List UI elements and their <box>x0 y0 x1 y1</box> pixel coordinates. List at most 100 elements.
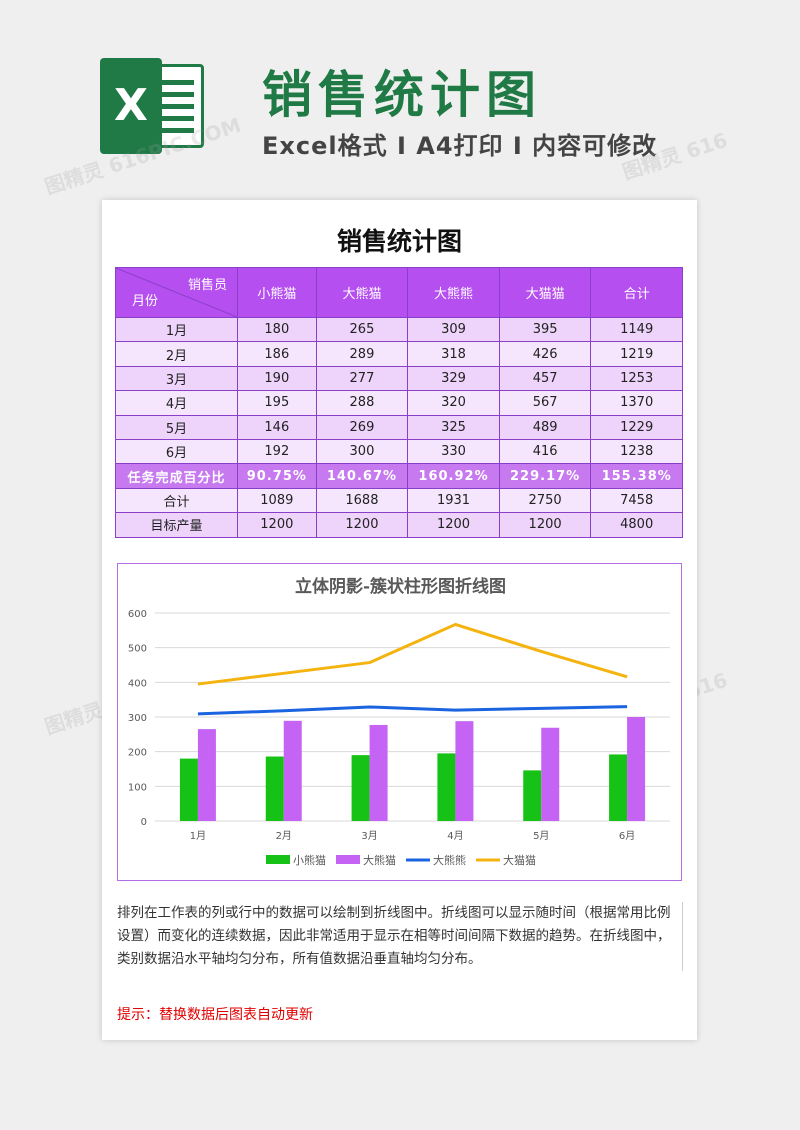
table-cell: 1149 <box>590 316 683 343</box>
column-header: 大熊熊 <box>407 267 500 318</box>
legend-swatch <box>336 855 360 864</box>
chart-title: 立体阴影-簇状柱形图折线图 <box>294 577 507 597</box>
column-header: 小熊猫 <box>237 267 317 318</box>
table-cell: 190 <box>237 365 317 392</box>
table-cell: 146 <box>237 414 317 440</box>
table-cell: 426 <box>498 341 592 367</box>
table-cell: 320 <box>407 390 500 416</box>
table-cell: 1238 <box>590 438 683 465</box>
legend-label: 大熊熊 <box>433 853 466 867</box>
table-corner-cell: 销售员 月份 <box>115 267 238 318</box>
table-cell: 180 <box>237 316 317 343</box>
bar <box>609 754 628 821</box>
sheet-title: 销售统计图 <box>336 227 462 256</box>
table-cell: 416 <box>498 438 592 465</box>
row-label: 4月 <box>115 390 238 416</box>
bar <box>369 724 388 821</box>
table-cell: 300 <box>315 438 409 465</box>
completion-pct-row: 任务完成百分比 90.75% 140.67% 160.92% 229.17% 1… <box>115 463 683 489</box>
table-cell: 1370 <box>590 390 683 416</box>
bar <box>541 727 560 821</box>
y-tick-label: 400 <box>128 678 147 689</box>
table-cell: 489 <box>498 414 592 440</box>
table-cell: 289 <box>315 341 409 367</box>
diagonal-line <box>116 268 237 317</box>
table-cell: 1219 <box>590 341 683 367</box>
bar <box>627 717 646 821</box>
table-cell: 229.17% <box>498 463 592 489</box>
page-subtitle: Excel格式 I A4打印 I 内容可修改 <box>262 132 658 160</box>
y-tick-label: 300 <box>128 713 147 724</box>
row-label: 合计 <box>115 487 238 514</box>
row-label: 5月 <box>115 414 238 440</box>
y-tick-label: 100 <box>128 782 147 793</box>
description-text: 排列在工作表的列或行中的数据可以绘制到折线图中。折线图可以显示随时间（根据常用比… <box>117 902 683 971</box>
column-header: 合计 <box>590 267 683 318</box>
row-label: 6月 <box>115 438 238 465</box>
bar <box>283 720 302 821</box>
table-cell: 155.38% <box>590 463 683 489</box>
table-cell: 288 <box>315 390 409 416</box>
chart-area: 立体阴影-簇状柱形图折线图 0 100 200 300 400 500 600 1月 2月 3月 4… <box>117 563 682 881</box>
bar <box>523 770 542 821</box>
table-row: 5月 146 269 325 489 1229 <box>115 414 683 440</box>
bar <box>179 758 198 821</box>
table-cell: 1253 <box>590 365 683 392</box>
sales-table: 销售员 月份 小熊猫 大熊猫 大熊熊 大猫猫 合计 1月 180 265 309… <box>115 267 683 538</box>
table-cell: 329 <box>407 365 500 392</box>
excel-logo-icon: X <box>100 58 204 154</box>
excel-logo-letter: X <box>100 58 162 154</box>
table-cell: 1200 <box>315 512 409 538</box>
table-cell: 140.67% <box>315 463 409 489</box>
y-tick-label: 600 <box>128 609 147 620</box>
table-cell: 395 <box>498 316 592 343</box>
bar <box>437 753 456 821</box>
table-cell: 1688 <box>315 487 409 514</box>
x-tick-label: 6月 <box>619 830 635 842</box>
x-tick-label: 2月 <box>276 830 292 842</box>
page-title: 销售统计图 <box>262 66 542 124</box>
table-cell: 1089 <box>237 487 317 514</box>
table-cell: 90.75% <box>237 463 317 489</box>
legend-label: 大熊猫 <box>363 853 396 867</box>
row-label: 2月 <box>115 341 238 367</box>
y-tick-label: 0 <box>141 817 147 828</box>
x-tick-label: 5月 <box>533 830 549 842</box>
row-label: 目标产量 <box>115 512 238 538</box>
target-row: 目标产量 1200 1200 1200 1200 4800 <box>115 512 683 538</box>
table-cell: 1200 <box>407 512 500 538</box>
series-line <box>197 705 628 716</box>
table-cell: 318 <box>407 341 500 367</box>
table-row: 1月 180 265 309 395 1149 <box>115 316 683 343</box>
table-cell: 277 <box>315 365 409 392</box>
series-line <box>197 622 628 686</box>
table-cell: 457 <box>498 365 592 392</box>
legend-swatch <box>266 855 290 864</box>
table-cell: 1200 <box>498 512 592 538</box>
table-cell: 330 <box>407 438 500 465</box>
table-cell: 160.92% <box>407 463 500 489</box>
x-tick-label: 3月 <box>361 830 377 842</box>
excel-logo-lines <box>150 80 194 140</box>
table-cell: 567 <box>498 390 592 416</box>
table-row: 2月 186 289 318 426 1219 <box>115 341 683 367</box>
table-cell: 4800 <box>590 512 683 538</box>
corner-label-month: 月份 <box>132 294 159 309</box>
tip-text: 提示：替换数据后图表自动更新 <box>117 1007 313 1023</box>
table-header-row: 销售员 月份 小熊猫 大熊猫 大熊熊 大猫猫 合计 <box>115 267 683 318</box>
x-tick-label: 4月 <box>447 830 463 842</box>
table-cell: 265 <box>315 316 409 343</box>
row-label: 3月 <box>115 365 238 392</box>
table-row: 3月 190 277 329 457 1253 <box>115 365 683 392</box>
table-cell: 269 <box>315 414 409 440</box>
table-cell: 186 <box>237 341 317 367</box>
table-cell: 192 <box>237 438 317 465</box>
table-cell: 195 <box>237 390 317 416</box>
legend-label: 小熊猫 <box>293 853 326 867</box>
table-row: 6月 192 300 330 416 1238 <box>115 438 683 465</box>
table-cell: 309 <box>407 316 500 343</box>
corner-label-seller: 销售员 <box>187 278 227 293</box>
page-header: X 销售统计图 Excel格式 I A4打印 I 内容可修改 <box>0 0 800 200</box>
x-tick-label: 1月 <box>190 830 206 842</box>
